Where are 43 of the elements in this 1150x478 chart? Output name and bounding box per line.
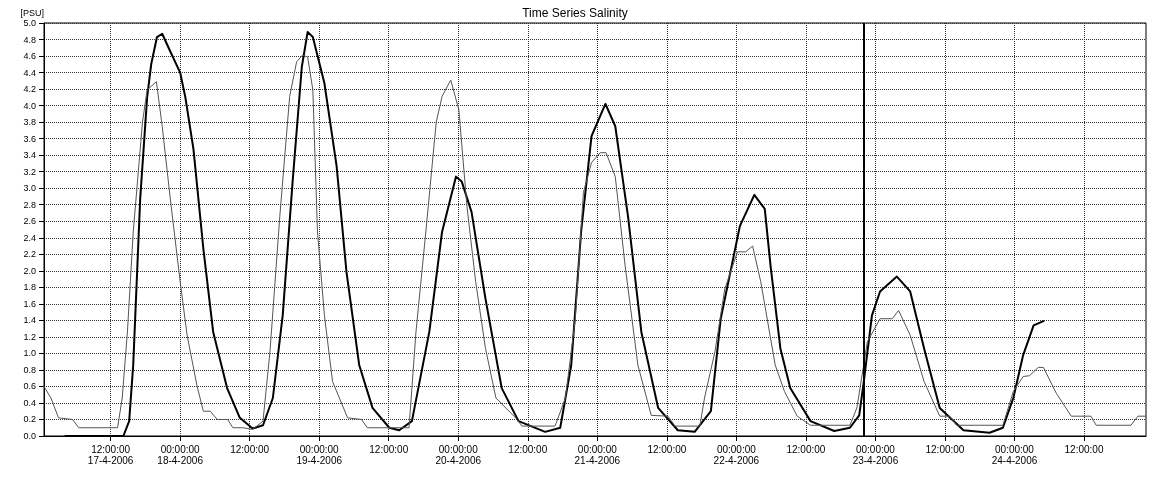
y-tick-label: 2.4 bbox=[23, 232, 36, 243]
x-tick-label: 12:00:00 bbox=[786, 444, 826, 455]
y-tick-label: 4.0 bbox=[23, 100, 36, 111]
x-tick-label: 00:00:00 18-4-2006 bbox=[157, 444, 204, 466]
x-tick-label: 00:00:00 22-4-2006 bbox=[713, 444, 760, 466]
x-tick-label: 12:00:00 bbox=[369, 444, 409, 455]
y-tick-label: 3.0 bbox=[23, 183, 36, 194]
y-tick-label: 2.2 bbox=[23, 249, 36, 260]
x-tick-label: 00:00:00 20-4-2006 bbox=[435, 444, 482, 466]
x-tick-label: 12:00:00 bbox=[508, 444, 548, 455]
y-tick-label: 1.2 bbox=[23, 331, 36, 342]
y-tick-label: 1.0 bbox=[23, 348, 36, 359]
y-tick-label: 2.8 bbox=[23, 199, 36, 210]
y-tick-label: 1.6 bbox=[23, 298, 36, 309]
y-axis-title: [PSU] bbox=[20, 7, 44, 18]
x-tick-label: 12:00:00 bbox=[1064, 444, 1104, 455]
y-tick-label: 1.8 bbox=[23, 282, 36, 293]
y-tick-label: 0.6 bbox=[23, 381, 36, 392]
y-tick-label: 3.4 bbox=[23, 150, 36, 161]
y-tick-label: 3.2 bbox=[23, 166, 36, 177]
y-tick-label: 0.8 bbox=[23, 364, 36, 375]
chart-title: Time Series Salinity bbox=[522, 6, 628, 20]
y-tick-label: 3.6 bbox=[23, 133, 36, 144]
y-tick-label: 5.0 bbox=[23, 18, 36, 28]
y-tick-label: 4.2 bbox=[23, 84, 36, 95]
x-tick-label: 12:00:00 bbox=[230, 444, 270, 455]
y-tick-label: 2.6 bbox=[23, 216, 36, 227]
x-tick-label: 12:00:00 17-4-2006 bbox=[87, 444, 134, 466]
y-tick-label: 0.0 bbox=[23, 431, 36, 441]
x-tick-label: 00:00:00 24-4-2006 bbox=[991, 444, 1038, 466]
x-tick-label: 12:00:00 bbox=[647, 444, 687, 455]
y-tick-label: 4.4 bbox=[23, 67, 36, 78]
x-tick-label: 12:00:00 bbox=[925, 444, 965, 455]
y-tick-label: 1.4 bbox=[23, 315, 36, 326]
y-tick-label: 4.6 bbox=[23, 51, 36, 62]
y-tick-label: 0.4 bbox=[23, 397, 36, 408]
y-tick-label: 3.8 bbox=[23, 117, 36, 128]
y-tick-label: 0.2 bbox=[23, 414, 36, 425]
x-tick-label: 00:00:00 21-4-2006 bbox=[574, 444, 621, 466]
x-tick-label: 00:00:00 19-4-2006 bbox=[296, 444, 343, 466]
y-tick-label: 2.0 bbox=[23, 265, 36, 276]
x-tick-label: 00:00:00 23-4-2006 bbox=[852, 444, 899, 466]
y-tick-label: 4.8 bbox=[23, 34, 36, 45]
